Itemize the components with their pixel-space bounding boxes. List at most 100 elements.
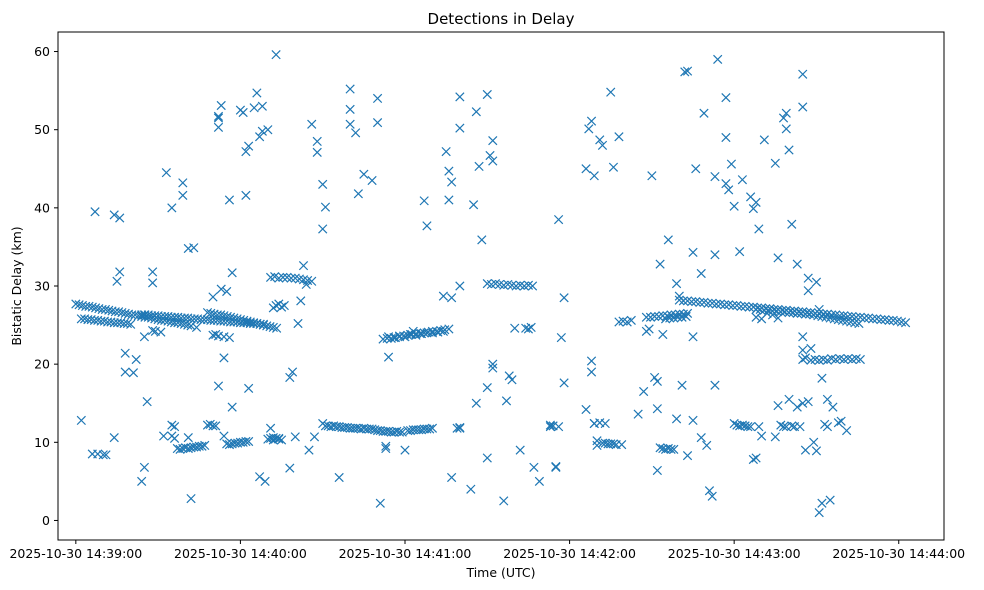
data-point <box>120 348 130 358</box>
y-tick-label: 0 <box>42 513 50 528</box>
data-point <box>447 472 457 483</box>
data-point <box>770 158 780 168</box>
chart-title: Detections in Delay <box>428 10 575 28</box>
data-point <box>803 273 813 283</box>
y-tick-label: 30 <box>34 279 50 294</box>
data-point <box>287 367 298 377</box>
data-point <box>224 332 235 343</box>
data-point <box>556 332 566 343</box>
data-point <box>381 441 391 451</box>
data-point <box>649 372 660 383</box>
data-point <box>488 359 498 369</box>
y-tick-label: 60 <box>34 44 50 59</box>
data-point <box>702 440 712 451</box>
x-axis-label: Time (UTC) <box>465 565 535 580</box>
data-point <box>268 322 278 333</box>
data-point <box>307 119 317 129</box>
data-point <box>290 432 300 442</box>
data-point <box>158 431 169 441</box>
data-point <box>279 300 289 311</box>
data-point <box>285 372 295 383</box>
data-point <box>318 224 328 234</box>
data-point <box>817 498 827 508</box>
data-point <box>737 175 748 185</box>
plot-frame <box>57 31 945 541</box>
data-point <box>710 171 720 182</box>
data-point <box>260 476 270 487</box>
data-point <box>710 380 720 390</box>
data-point <box>710 250 720 260</box>
data-point <box>586 367 597 377</box>
data-point <box>213 381 224 391</box>
data-point <box>751 197 761 207</box>
data-point <box>178 178 188 188</box>
data-point <box>795 422 805 432</box>
data-point <box>728 300 738 311</box>
data-point <box>244 383 254 394</box>
data-point <box>681 311 691 322</box>
data-point <box>126 319 136 329</box>
data-point <box>211 329 221 340</box>
data-point <box>600 418 610 429</box>
data-point <box>515 445 525 455</box>
data-point <box>271 50 281 60</box>
data-point <box>219 353 229 363</box>
data-point <box>383 352 394 362</box>
data-point <box>208 421 218 431</box>
data-point <box>271 300 281 311</box>
data-point <box>400 332 410 342</box>
data-point <box>205 419 215 429</box>
data-point <box>647 171 657 181</box>
data-point <box>389 332 399 343</box>
data-point <box>523 324 534 334</box>
data-point <box>855 354 865 365</box>
data-point <box>751 304 761 315</box>
data-point <box>224 440 235 450</box>
data-point <box>721 132 731 143</box>
data-point <box>581 164 591 174</box>
data-point <box>115 213 125 223</box>
data-point <box>213 111 224 122</box>
data-point <box>696 268 706 279</box>
data-point <box>606 87 616 97</box>
data-point <box>817 373 827 383</box>
data-point <box>213 122 224 132</box>
x-tick-label: 2025-10-30 14:44:00 <box>832 546 965 561</box>
data-point <box>652 404 662 414</box>
data-point <box>704 486 715 496</box>
data-point <box>139 462 150 472</box>
data-point <box>345 84 355 94</box>
data-point <box>227 402 237 412</box>
data-point <box>759 135 769 145</box>
data-point <box>397 427 407 437</box>
data-point <box>444 324 454 334</box>
data-point <box>137 476 147 487</box>
data-point <box>778 113 789 123</box>
data-point <box>485 150 495 161</box>
data-point <box>394 427 405 437</box>
data-point <box>762 308 772 318</box>
data-point <box>784 394 794 404</box>
data-point <box>798 398 808 408</box>
data-point <box>101 450 111 460</box>
data-point <box>691 164 701 174</box>
data-point <box>559 293 569 303</box>
data-point <box>213 113 224 123</box>
data-point <box>482 382 492 393</box>
data-point <box>719 300 730 310</box>
data-point <box>501 396 512 406</box>
data-point <box>254 132 265 142</box>
data-point <box>748 454 758 465</box>
data-point <box>353 189 363 199</box>
data-point <box>304 445 314 455</box>
data-point <box>644 324 654 334</box>
y-axis-ticks: 0 10 20 30 40 50 60 <box>34 44 58 528</box>
data-point <box>296 296 306 306</box>
data-point <box>586 116 597 126</box>
points-layer <box>71 50 911 518</box>
data-point <box>841 425 852 436</box>
data-point <box>781 124 791 134</box>
data-point <box>169 433 180 444</box>
data-point <box>510 323 520 333</box>
